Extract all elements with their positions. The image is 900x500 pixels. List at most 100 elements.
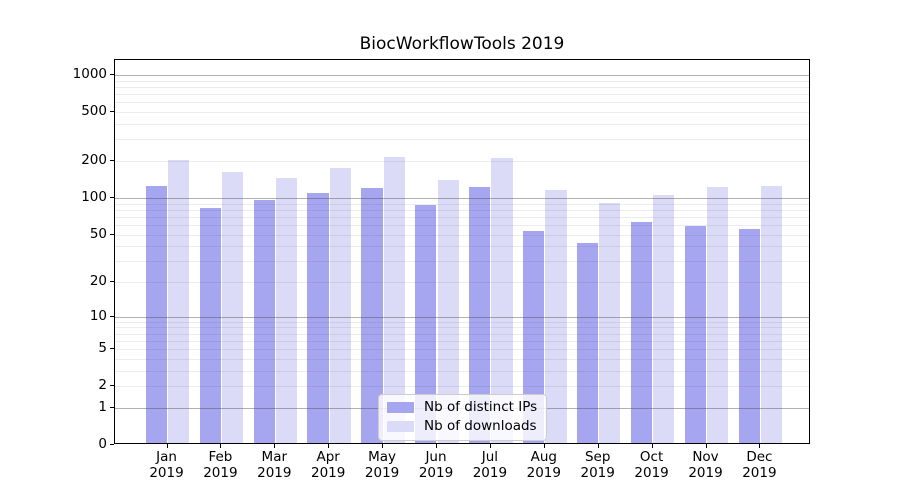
- x-tick-mark-dec: [759, 444, 761, 448]
- y-tick-label-200: 200: [81, 152, 107, 168]
- y-tick-label-500: 500: [81, 103, 107, 120]
- bar-distinct-ips-jan: [145, 186, 167, 443]
- bar-downloads-mar: [275, 178, 298, 443]
- gridline-60: [115, 224, 809, 226]
- gridline-40: [115, 246, 809, 248]
- y-tick-mark-1000: [110, 74, 114, 75]
- gridline-900: [115, 80, 809, 82]
- legend-label-downloads: Nb of downloads: [424, 418, 537, 434]
- x-tick-mark-aug: [543, 444, 545, 448]
- y-tick-mark-10: [110, 315, 114, 317]
- plot-area: Nb of distinct IPs Nb of downloads: [114, 59, 810, 444]
- legend-entry-downloads: Nb of downloads: [387, 419, 537, 434]
- bar-downloads-jul: [491, 157, 513, 443]
- y-tick-label-5: 5: [98, 340, 107, 357]
- gridline-8: [115, 327, 809, 329]
- y-tick-mark-2: [110, 385, 114, 387]
- x-tick-label-feb: Feb 2019: [203, 449, 238, 481]
- x-tick-label-apr: Apr 2019: [311, 449, 346, 481]
- gridline-400: [115, 124, 809, 125]
- bar-distinct-ips-dec: [738, 229, 760, 443]
- bar-distinct-ips-aug: [523, 231, 545, 443]
- x-tick-mark-jul: [489, 444, 491, 448]
- y-tick-mark-50: [110, 233, 114, 235]
- x-tick-mark-feb: [220, 444, 222, 448]
- legend: Nb of distinct IPs Nb of downloads: [378, 394, 548, 441]
- x-tick-mark-jun: [436, 444, 437, 448]
- gridline-20: [115, 282, 809, 283]
- y-tick-label-100: 100: [81, 188, 107, 205]
- bar-distinct-ips-jun: [415, 205, 437, 443]
- gridline-3: [115, 370, 809, 372]
- gridline-700: [115, 94, 809, 96]
- x-tick-label-nov: Nov 2019: [688, 449, 723, 481]
- x-tick-label-jan: Jan 2019: [149, 449, 184, 481]
- gridline-5: [115, 349, 809, 351]
- y-tick-label-1: 1: [98, 398, 107, 415]
- x-tick-mark-jan: [166, 444, 168, 448]
- gridline-6: [115, 340, 809, 342]
- bar-downloads-sep: [599, 202, 621, 443]
- legend-swatch-downloads: [387, 421, 414, 432]
- bar-distinct-ips-nov: [684, 225, 706, 443]
- y-tick-label-20: 20: [89, 273, 107, 289]
- y-tick-mark-200: [110, 160, 114, 161]
- bar-distinct-ips-oct: [630, 222, 653, 443]
- y-tick-label-10: 10: [89, 307, 107, 324]
- gridline-9: [115, 321, 809, 323]
- bar-distinct-ips-may: [361, 188, 383, 443]
- y-tick-mark-20: [110, 281, 114, 282]
- x-tick-label-sep: Sep 2019: [580, 449, 615, 481]
- bar-downloads-nov: [707, 186, 729, 443]
- gridline-500: [115, 112, 809, 114]
- x-tick-label-mar: Mar 2019: [257, 449, 292, 481]
- y-tick-label-0: 0: [98, 436, 107, 452]
- y-tick-mark-1: [110, 406, 114, 408]
- bar-distinct-ips-jul: [469, 187, 491, 443]
- bar-distinct-ips-mar: [253, 199, 275, 443]
- x-tick-label-oct: Oct 2019: [634, 449, 669, 481]
- bar-distinct-ips-apr: [307, 192, 329, 443]
- x-tick-mark-mar: [274, 444, 276, 448]
- bar-distinct-ips-feb: [199, 208, 221, 443]
- bar-downloads-dec: [760, 185, 783, 443]
- y-tick-label-50: 50: [89, 225, 107, 242]
- bar-downloads-may: [383, 157, 405, 443]
- gridline-30: [115, 261, 809, 263]
- y-tick-mark-0: [110, 444, 114, 445]
- gridline-800: [115, 87, 809, 88]
- y-tick-label-2: 2: [98, 377, 107, 394]
- x-tick-mark-apr: [328, 444, 330, 448]
- gridline-2: [115, 386, 809, 388]
- y-tick-mark-5: [110, 348, 114, 350]
- gridline-7: [115, 333, 809, 335]
- gridline-100: [115, 197, 809, 199]
- bar-downloads-jun: [437, 180, 459, 443]
- bar-downloads-oct: [653, 194, 675, 443]
- gridline-80: [115, 209, 809, 211]
- gridline-600: [115, 102, 809, 104]
- x-tick-mark-sep: [597, 444, 599, 448]
- bar-downloads-apr: [329, 168, 351, 443]
- bar-downloads-jan: [168, 160, 190, 443]
- y-tick-mark-500: [110, 111, 114, 113]
- x-tick-label-jul: Jul 2019: [472, 449, 508, 481]
- gridline-200: [115, 161, 809, 162]
- legend-entry-distinct-ips: Nb of distinct IPs: [387, 400, 537, 415]
- y-tick-label-1000: 1000: [72, 66, 107, 82]
- gridline-90: [115, 203, 809, 205]
- x-tick-label-dec: Dec 2019: [742, 449, 777, 481]
- gridline-10: [115, 316, 809, 318]
- bar-downloads-feb: [221, 172, 244, 443]
- x-tick-mark-nov: [705, 444, 707, 448]
- legend-label-distinct-ips: Nb of distinct IPs: [424, 399, 538, 415]
- gridline-1000: [115, 75, 809, 76]
- gridline-50: [115, 234, 809, 236]
- bar-distinct-ips-sep: [576, 242, 599, 443]
- bar-downloads-aug: [545, 189, 567, 443]
- legend-swatch-distinct-ips: [387, 402, 414, 413]
- x-tick-label-aug: Aug 2019: [526, 449, 561, 481]
- chart-title: BiocWorkflowTools 2019: [359, 34, 565, 54]
- x-tick-label-jun: Jun 2019: [418, 449, 454, 481]
